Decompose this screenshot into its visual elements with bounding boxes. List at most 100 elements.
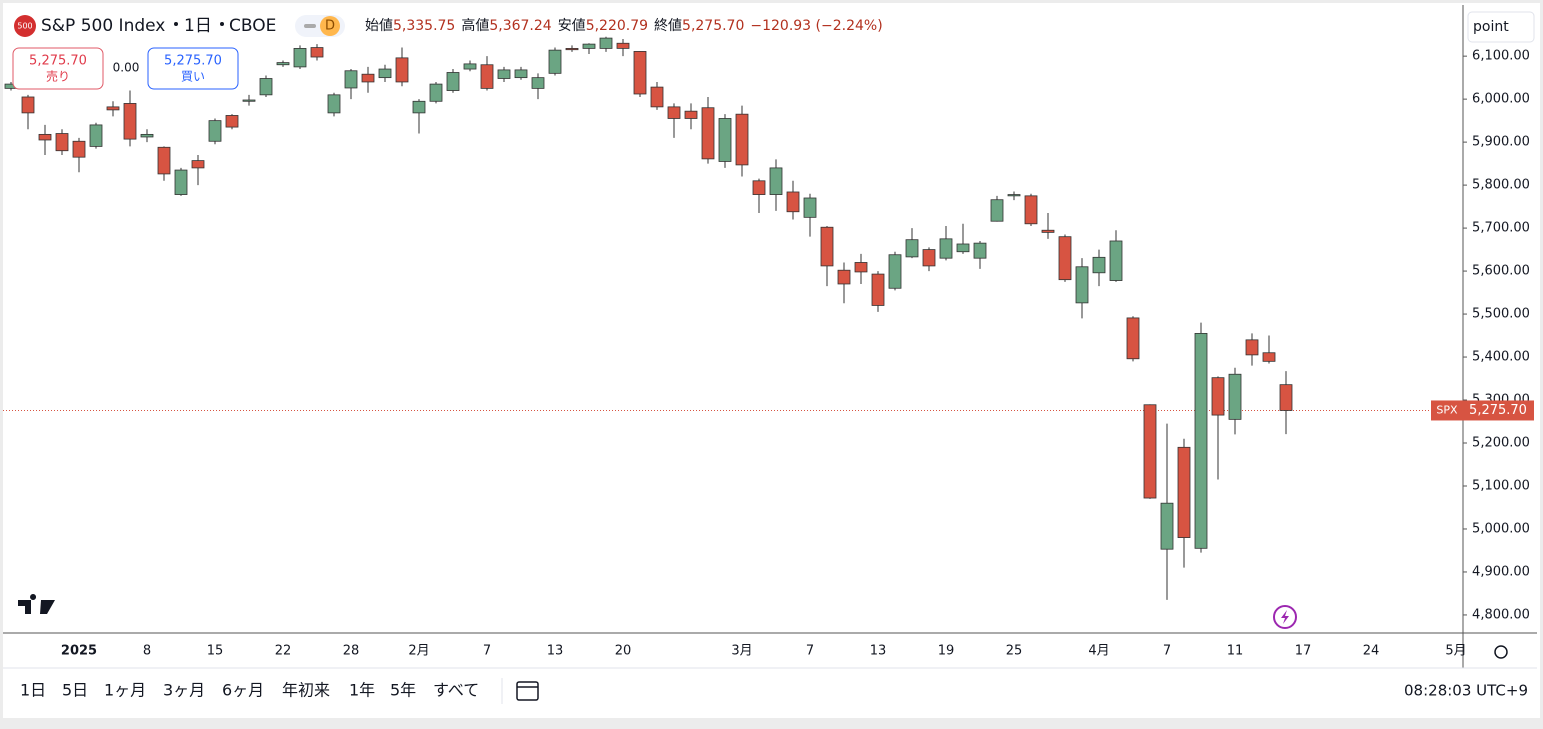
scale-button[interactable] — [1467, 11, 1535, 43]
candle-body — [72, 140, 86, 158]
candle-body — [55, 133, 69, 152]
buy-price: 5,275.70 — [164, 54, 222, 69]
last-price-symbol: SPX — [1436, 403, 1458, 416]
x-tick-label: 7 — [483, 644, 491, 659]
candle-body — [89, 124, 103, 147]
candle-body — [718, 118, 732, 162]
candle-body — [1058, 236, 1072, 281]
candle-body — [123, 103, 137, 140]
range-button[interactable]: 6ヶ月 — [222, 681, 264, 700]
candle-body — [905, 239, 919, 258]
y-tick-label: 6,100.00 — [1472, 49, 1530, 64]
x-tick-label: 4月 — [1088, 644, 1109, 659]
candle-body — [446, 72, 460, 91]
ohlc-label: 安値 — [558, 18, 586, 34]
ohlc-value: 5,220.79 — [586, 18, 648, 34]
candle-body — [378, 68, 392, 79]
x-tick-label: 2月 — [408, 644, 429, 659]
x-tick-label: 24 — [1363, 644, 1380, 659]
status-dot — [304, 24, 316, 28]
candle-body — [939, 238, 953, 259]
candle-body — [701, 107, 715, 160]
x-tick-label: 13 — [547, 644, 564, 659]
symbol-logo — [14, 15, 36, 37]
candle-body — [38, 133, 52, 141]
ohlc-value: 5,275.70 — [682, 18, 744, 34]
symbol-name: S&P 500 Index — [41, 16, 165, 36]
candle-body — [497, 69, 511, 79]
candle-body — [225, 115, 239, 128]
buy-button[interactable] — [147, 47, 239, 90]
candle-body — [1075, 266, 1089, 304]
candle-body — [395, 57, 409, 83]
candle-body — [480, 64, 494, 89]
x-tick-label: 13 — [870, 644, 887, 659]
last-price-label: 5,275.70 — [1469, 403, 1527, 418]
tv-logo — [18, 594, 55, 614]
candle-body — [1211, 377, 1225, 416]
y-tick-label: 5,700.00 — [1472, 221, 1530, 236]
range-button[interactable]: 1日 — [20, 681, 46, 700]
candle-body — [174, 169, 188, 195]
candle-body — [667, 106, 681, 119]
range-button[interactable]: 年初来 — [282, 681, 330, 700]
symbol-logo-text: 500 — [17, 22, 32, 31]
y-tick-label: 6,000.00 — [1472, 92, 1530, 107]
event-icon[interactable] — [1273, 605, 1297, 629]
candle-body — [1092, 256, 1106, 274]
candle-body — [1160, 502, 1174, 550]
candle-body — [531, 77, 545, 89]
candle-body — [344, 70, 358, 89]
ohlc-value: 5,335.75 — [393, 18, 455, 34]
candle-body — [259, 78, 273, 96]
buy-label: 買い — [181, 70, 205, 84]
range-button[interactable]: 5年 — [390, 681, 416, 700]
last-price-tag — [1431, 400, 1463, 421]
candle-body — [191, 160, 205, 169]
calendar-icon[interactable] — [516, 681, 539, 701]
candle-body — [140, 133, 154, 138]
candle-body — [650, 86, 664, 108]
candle-body — [871, 273, 885, 306]
candle-body — [106, 106, 120, 111]
range-button[interactable]: 5日 — [62, 681, 88, 700]
candle-body — [922, 249, 936, 267]
candle-body — [1194, 332, 1208, 549]
candle-body — [786, 191, 800, 213]
separator — [220, 22, 224, 26]
y-tick-label: 5,400.00 — [1472, 350, 1530, 365]
candle-body — [565, 48, 579, 51]
last-price-tag — [1463, 400, 1534, 421]
candle-body — [837, 269, 851, 285]
candle-body — [548, 49, 562, 74]
range-button[interactable]: 1年 — [349, 681, 375, 700]
candle-body — [1177, 446, 1191, 538]
ohlc-legend: 始値 5,335.75 高値 5,367.24 安値 5,220.79 終値 5,275.70… — [365, 17, 883, 34]
change: −120.93 (−2.24%) — [750, 18, 882, 34]
candle-body — [1228, 373, 1242, 420]
sell-button[interactable] — [12, 47, 104, 90]
panel — [3, 3, 1540, 718]
sell-label: 売り — [46, 69, 70, 84]
range-button[interactable]: すべて — [433, 681, 479, 700]
x-tick-label: 19 — [938, 644, 955, 659]
candle-body — [769, 167, 783, 195]
candle-body — [633, 51, 647, 95]
candle-body — [1007, 194, 1021, 197]
candle-body — [752, 180, 766, 195]
scale-button-label: point — [1473, 19, 1509, 35]
range-button[interactable]: 3ヶ月 — [163, 681, 205, 700]
candle-body — [208, 120, 222, 142]
x-tick-label: 3月 — [731, 644, 752, 659]
exchange: CBOE — [229, 16, 276, 36]
interval: 1日 — [184, 16, 212, 36]
candle-body — [412, 100, 426, 114]
candle-body — [276, 62, 290, 66]
y-tick-label: 5,800.00 — [1472, 178, 1530, 193]
range-button[interactable]: 1ヶ月 — [104, 681, 146, 700]
y-tick-label: 5,000.00 — [1472, 521, 1530, 536]
settings-icon[interactable] — [1494, 645, 1508, 659]
candle-body — [463, 63, 477, 70]
badge — [320, 16, 340, 36]
candle-body — [735, 113, 749, 166]
